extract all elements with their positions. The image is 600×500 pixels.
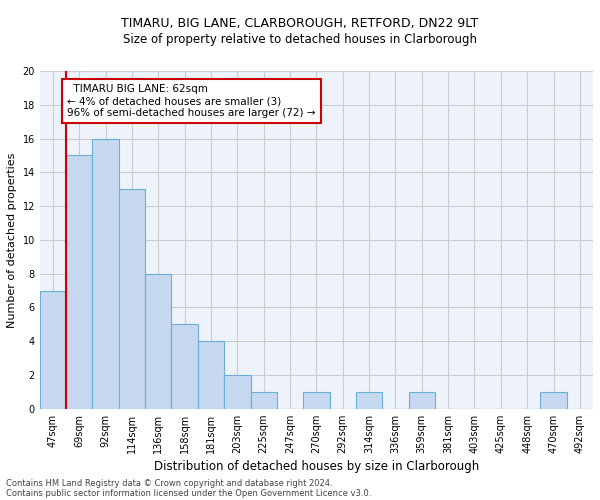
X-axis label: Distribution of detached houses by size in Clarborough: Distribution of detached houses by size … [154,460,479,473]
Y-axis label: Number of detached properties: Number of detached properties [7,152,17,328]
Text: Size of property relative to detached houses in Clarborough: Size of property relative to detached ho… [123,32,477,46]
Bar [92,138,119,409]
Text: Contains HM Land Registry data © Crown copyright and database right 2024.: Contains HM Land Registry data © Crown c… [6,478,332,488]
Bar [40,290,66,409]
Bar [172,324,198,409]
Bar [409,392,435,409]
Bar [198,341,224,409]
Text: Contains public sector information licensed under the Open Government Licence v3: Contains public sector information licen… [6,488,371,498]
Text: TIMARU, BIG LANE, CLARBOROUGH, RETFORD, DN22 9LT: TIMARU, BIG LANE, CLARBOROUGH, RETFORD, … [121,18,479,30]
Bar [119,189,145,409]
Bar [541,392,567,409]
Bar [224,375,251,409]
Text: TIMARU BIG LANE: 62sqm
← 4% of detached houses are smaller (3)
96% of semi-detac: TIMARU BIG LANE: 62sqm ← 4% of detached … [67,84,316,117]
Bar [66,156,92,409]
Bar [356,392,382,409]
Bar [303,392,329,409]
Bar [145,274,172,409]
Bar [251,392,277,409]
